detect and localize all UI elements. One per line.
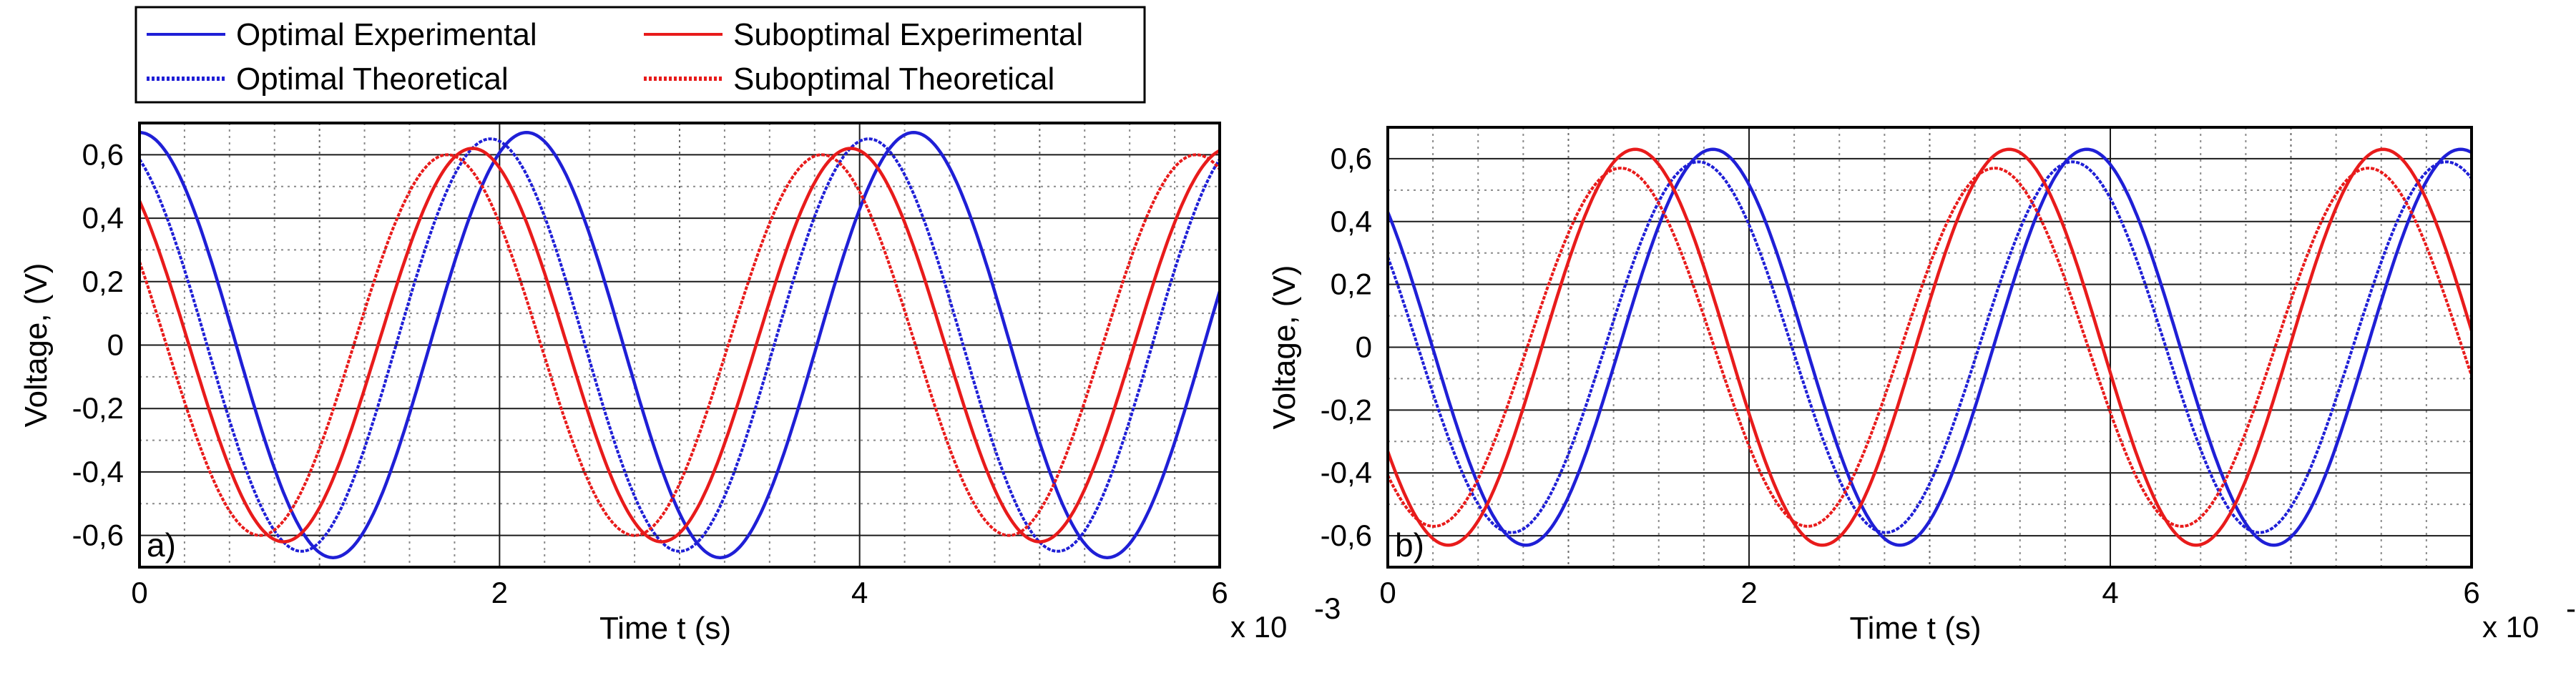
chart-a-x-multiplier: x 10 xyxy=(1230,610,1287,644)
chart-a-x-tick-label: 2 xyxy=(491,576,508,609)
chart-a-y-tick-label: -0,4 xyxy=(72,455,124,488)
chart-a-x-tick-label: 4 xyxy=(851,576,868,609)
legend-item-suboptimal-experimental: Suboptimal Experimental xyxy=(644,17,1083,52)
chart-b-series-optimal-experimental xyxy=(1386,147,2473,547)
legend-label-suboptimal-theoretical: Suboptimal Theoretical xyxy=(733,62,1054,97)
chart-b-y-tick-label: -0,6 xyxy=(1321,519,1372,552)
legend-item-suboptimal-theoretical: Suboptimal Theoretical xyxy=(644,62,1054,97)
chart-a-x-tick-label: 0 xyxy=(131,576,147,609)
chart-a-y-tick-label: 0 xyxy=(107,328,124,362)
chart-a-series-suboptimal-theoretical xyxy=(138,153,1221,537)
chart-a-x-tick-label: 6 xyxy=(1211,576,1228,609)
chart-a-series-optimal-experimental xyxy=(139,131,1222,559)
legend-box xyxy=(134,6,1146,104)
chart-b-frame xyxy=(1386,126,2473,569)
chart-a-y-tick-label: 0,2 xyxy=(82,265,124,298)
chart-a-y-tick-label: -0,6 xyxy=(72,519,124,552)
chart-a-panel-tag: a) xyxy=(147,526,176,564)
chart-b-y-tick-label: -0,4 xyxy=(1321,456,1372,489)
chart-b-y-tick-label: -0,2 xyxy=(1321,393,1372,426)
chart-b-y-tick-label: 0,4 xyxy=(1331,205,1372,238)
chart-b-x-axis-label: Time t (s) xyxy=(1849,611,1981,646)
chart-b-x-multiplier: x 10 xyxy=(2482,610,2539,644)
chart-a-x-multiplier-exponent: -3 xyxy=(1314,591,1341,625)
chart-b-y-tick-label: 0,6 xyxy=(1331,142,1372,175)
chart-a-y-tick-label: 0,4 xyxy=(82,201,124,235)
chart-b-y-axis-label: Voltage, (V) xyxy=(1267,265,1302,430)
legend: Optimal Experimental Suboptimal Experime… xyxy=(134,6,1146,104)
chart-b-panel-tag: b) xyxy=(1395,526,1424,564)
chart-a-y-tick-label: -0,2 xyxy=(72,391,124,425)
legend-item-optimal-experimental: Optimal Experimental xyxy=(147,17,537,52)
chart-a-frame xyxy=(138,122,1221,569)
chart-b-x-multiplier-exponent: -3 xyxy=(2566,591,2576,625)
legend-label-suboptimal-experimental: Suboptimal Experimental xyxy=(733,17,1083,52)
chart-a-y-tick-label: 0,6 xyxy=(82,137,124,171)
chart-b-series-suboptimal-experimental xyxy=(1386,147,2474,547)
legend-label-optimal-experimental: Optimal Experimental xyxy=(236,17,537,52)
chart-b-x-tick-label: 4 xyxy=(2102,576,2118,609)
chart-a-x-axis-label: Time t (s) xyxy=(599,611,731,646)
chart-b-y-tick-label: 0 xyxy=(1356,330,1372,364)
chart-b-x-tick-label: 2 xyxy=(1740,576,1757,609)
chart-b-series-suboptimal-theoretical xyxy=(1386,167,2473,528)
legend-label-optimal-theoretical: Optimal Theoretical xyxy=(236,62,509,97)
chart-b-series-optimal-theoretical xyxy=(1386,160,2473,534)
legend-item-optimal-theoretical: Optimal Theoretical xyxy=(147,62,509,97)
chart-b-y-tick-label: 0,2 xyxy=(1331,267,1372,301)
chart-a-series-suboptimal-experimental xyxy=(137,147,1221,544)
chart-a-y-axis-label: Voltage, (V) xyxy=(19,263,54,428)
chart-b-x-tick-label: 0 xyxy=(1379,576,1396,609)
chart-b-x-tick-label: 6 xyxy=(2463,576,2479,609)
